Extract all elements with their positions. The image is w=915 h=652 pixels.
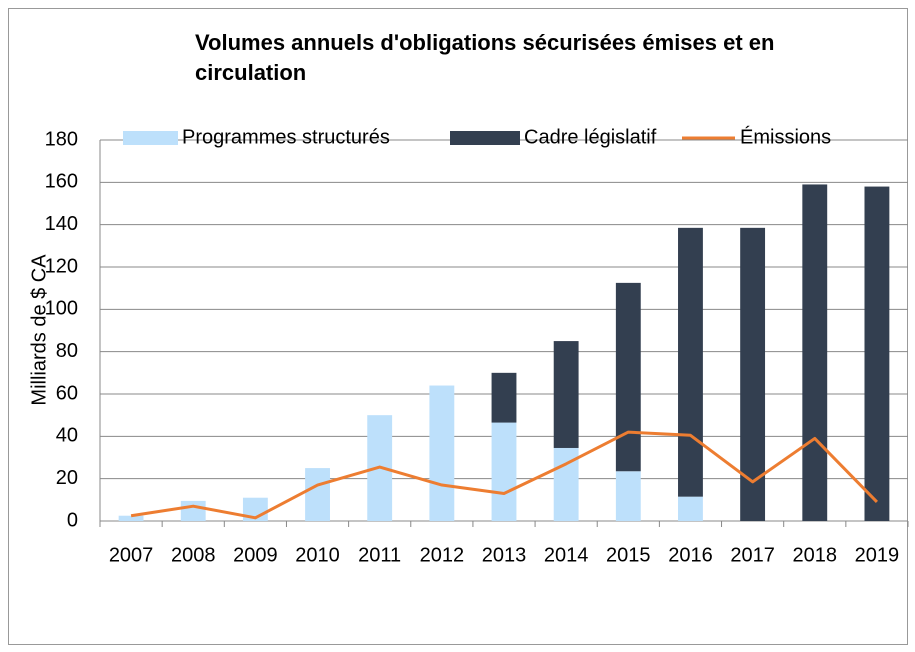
y-tick-label: 180 [45,128,78,150]
legend-label: Programmes structurés [182,126,390,148]
x-tick-label: 2010 [295,544,340,566]
y-tick-label: 160 [45,171,78,193]
x-tick-label: 2012 [420,544,465,566]
y-tick-label: 60 [56,382,78,404]
bar [429,385,455,521]
bar [180,500,206,521]
x-tick-label: 2011 [358,544,401,566]
bar [615,282,641,472]
x-tick-label: 2013 [482,544,527,566]
x-tick-label: 2008 [171,544,216,566]
x-tick-label: 2015 [606,544,651,566]
y-tick-label: 120 [45,255,78,277]
bar [740,227,766,521]
x-tick-label: 2017 [730,544,775,566]
bar [864,186,890,522]
x-tick-label: 2018 [793,544,838,566]
y-tick-label: 80 [56,340,78,362]
line [130,430,878,520]
bar [802,184,828,521]
bar [678,496,703,521]
y-tick-label: 140 [45,213,78,235]
bar [678,227,703,497]
bar [615,471,641,521]
y-tick-label: 20 [56,467,78,489]
y-tick-label: 0 [67,509,78,531]
legend-swatch [450,131,520,145]
bar [553,341,579,448]
legend-label: Cadre législatif [524,126,657,148]
legend-swatch [123,131,178,145]
bar [491,422,517,521]
bar [491,372,517,423]
legend-label: Émissions [740,125,831,148]
bar [305,468,330,521]
x-tick-label: 2007 [109,544,154,566]
x-tick-label: 2019 [855,544,900,566]
x-tick-label: 2009 [233,544,278,566]
x-tick-label: 2016 [668,544,713,566]
x-tick-label: 2014 [544,544,589,566]
y-tick-label: 100 [45,298,78,320]
y-axis-label: Milliards de $ CA [28,254,50,406]
bar [118,515,144,521]
y-tick-label: 40 [56,425,78,447]
chart-title: Volumes annuels d'obligations sécurisées… [195,30,775,85]
